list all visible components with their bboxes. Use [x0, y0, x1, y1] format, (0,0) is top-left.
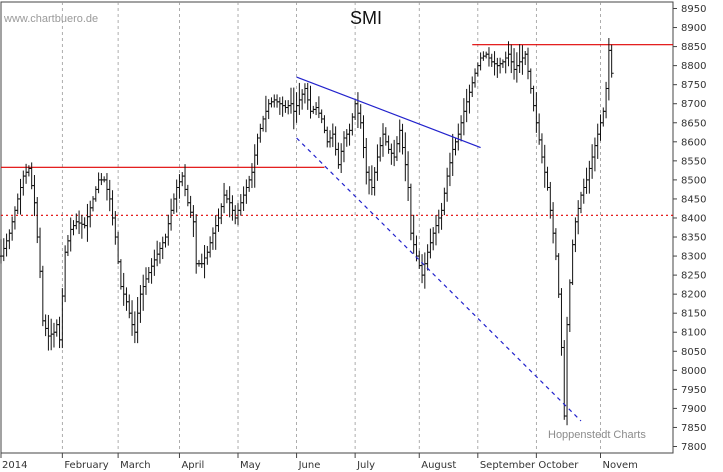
y-axis: 7800 7850 7900 7950 8000 8050 8100 8150 8200 8250… [673, 4, 706, 453]
y-tick-label: 8950 [681, 4, 706, 15]
y-tick-label: 8250 [681, 271, 706, 282]
source-label: www.chartbuero.de [3, 13, 98, 25]
y-tick-label: 8850 [681, 42, 706, 53]
y-tick-label: 7800 [681, 442, 706, 453]
y-tick-label: 8700 [681, 99, 706, 110]
y-tick-label: 8350 [681, 233, 706, 244]
x-axis: 2014 February March April May June July August S… [0, 453, 638, 471]
y-tick-label: 8300 [681, 252, 706, 263]
x-tick-label: February [64, 460, 108, 471]
trend-lines [296, 76, 582, 422]
price-bars [0, 38, 614, 426]
x-tick-label: Novem [603, 460, 638, 471]
y-tick-label: 7850 [681, 423, 706, 434]
x-tick-label: August [421, 460, 456, 471]
x-tick-label: April [181, 460, 204, 471]
plot-area [0, 1, 674, 454]
x-tick-label: July [356, 460, 375, 471]
x-tick-label: March [120, 460, 150, 471]
y-tick-label: 8050 [681, 347, 706, 358]
y-tick-label: 8650 [681, 118, 706, 129]
y-tick-label: 8800 [681, 61, 706, 72]
x-tick-label: October [538, 460, 579, 471]
y-tick-label: 8900 [681, 23, 706, 34]
trend-lower-line [296, 137, 582, 422]
chart-title: SMI [350, 8, 382, 28]
y-tick-label: 7900 [681, 404, 706, 415]
y-tick-label: 8750 [681, 80, 706, 91]
credit-label: Hoppenstedt Charts [548, 429, 646, 441]
y-tick-label: 7950 [681, 385, 706, 396]
y-tick-label: 8500 [681, 175, 706, 186]
x-tick-label: September [480, 460, 536, 471]
y-tick-label: 8450 [681, 194, 706, 205]
x-tick-label: May [240, 460, 261, 471]
y-tick-label: 8550 [681, 156, 706, 167]
y-tick-label: 8600 [681, 137, 706, 148]
y-tick-label: 8400 [681, 213, 706, 224]
y-tick-label: 8200 [681, 290, 706, 301]
trend-upper-line [296, 76, 481, 149]
y-tick-label: 8150 [681, 309, 706, 320]
x-tick-label: 2014 [2, 460, 27, 471]
y-tick-label: 8100 [681, 328, 706, 339]
x-tick-label: June [298, 460, 321, 471]
y-tick-label: 8000 [681, 366, 706, 377]
